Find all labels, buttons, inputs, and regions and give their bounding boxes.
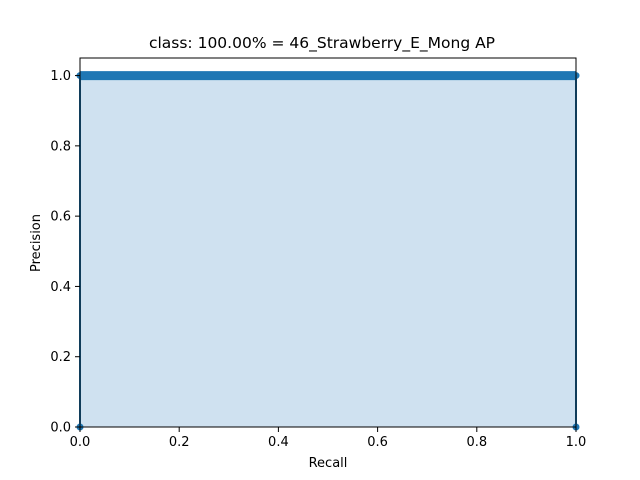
y-tick-label: 0.4 xyxy=(50,280,71,295)
x-tick-label: 0.6 xyxy=(367,435,388,450)
y-tick-label: 0.8 xyxy=(50,139,71,154)
x-tick-label: 0.0 xyxy=(70,435,91,450)
y-tick-label: 0.0 xyxy=(50,421,71,436)
x-axis-label: Recall xyxy=(309,456,348,471)
x-tick-label: 1.0 xyxy=(566,435,587,450)
chart-title: class: 100.00% = 46_Strawberry_E_Mong AP xyxy=(149,34,495,53)
x-tick-label: 0.4 xyxy=(268,435,289,450)
y-axis-ticks: 0.0 0.2 0.4 0.6 0.8 1.0 xyxy=(50,69,80,436)
x-axis-ticks: 0.0 0.2 0.4 0.6 0.8 1.0 xyxy=(70,427,587,450)
y-tick-label: 0.2 xyxy=(50,350,71,365)
plot-area xyxy=(76,71,580,431)
area-fill xyxy=(80,75,576,427)
y-axis-label: Precision xyxy=(29,214,44,272)
x-tick-label: 0.2 xyxy=(169,435,190,450)
y-tick-label: 0.6 xyxy=(50,210,71,225)
x-tick-label: 0.8 xyxy=(466,435,487,450)
y-tick-label: 1.0 xyxy=(50,69,71,84)
plot-frame xyxy=(79,57,577,428)
